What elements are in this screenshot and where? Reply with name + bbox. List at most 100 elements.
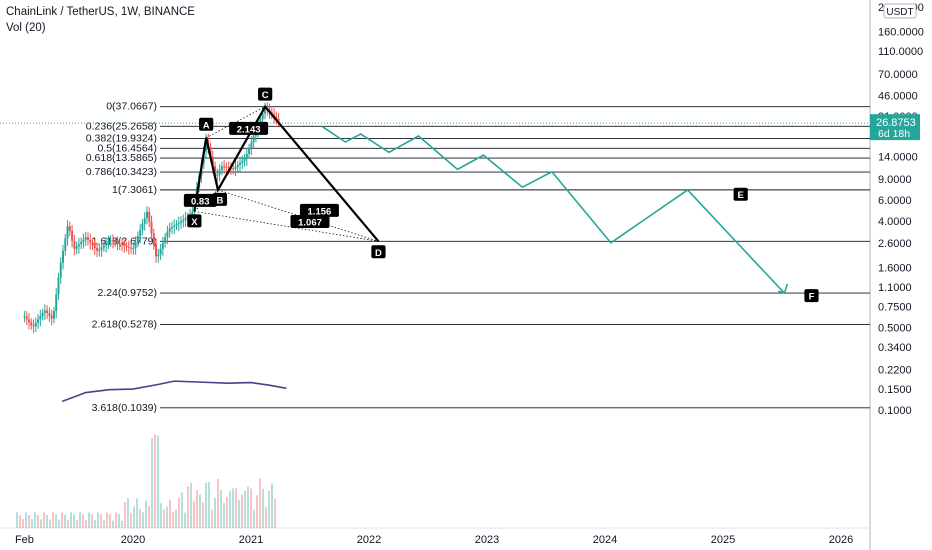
candle-body bbox=[216, 174, 219, 176]
candle-body bbox=[177, 222, 180, 225]
volume-bar bbox=[232, 488, 234, 528]
candle-body bbox=[109, 240, 112, 242]
volume-bar bbox=[37, 515, 39, 528]
volume-bar bbox=[154, 434, 156, 528]
time-tick-label: 2022 bbox=[357, 534, 381, 546]
volume-bar bbox=[115, 512, 117, 528]
candle-body bbox=[234, 166, 237, 169]
candle-body bbox=[43, 310, 46, 313]
fib-level-label: 2.24(0.9752) bbox=[97, 287, 157, 299]
candle-body bbox=[89, 239, 92, 243]
candle-body bbox=[277, 118, 280, 122]
volume-bar bbox=[31, 519, 33, 528]
candle-body bbox=[220, 166, 223, 171]
currency-badge-label: USDT bbox=[886, 7, 913, 18]
volume-bar bbox=[205, 482, 207, 528]
volume-bar bbox=[217, 478, 219, 528]
volume-bar bbox=[175, 509, 177, 528]
volume-bar bbox=[160, 503, 162, 528]
volume-bar bbox=[271, 483, 273, 528]
candle-body bbox=[66, 226, 69, 239]
last-price-box bbox=[870, 114, 920, 141]
candle-body bbox=[155, 244, 158, 257]
volume-bar bbox=[202, 502, 204, 528]
candle-body bbox=[218, 170, 221, 175]
pattern-point-label-text: B bbox=[217, 195, 224, 206]
volume-bar bbox=[79, 512, 81, 528]
currency-badge: USDT bbox=[883, 3, 917, 19]
price-tick-label: 2.6000 bbox=[878, 238, 912, 250]
candle-body bbox=[125, 245, 128, 247]
candle-body bbox=[239, 162, 242, 165]
pattern-point-label-text: C bbox=[262, 90, 269, 101]
volume-bar bbox=[64, 514, 66, 528]
volume-bar bbox=[268, 491, 270, 528]
volume-bar bbox=[238, 500, 240, 528]
projection-point-label-box bbox=[733, 187, 748, 201]
pattern-ratio-label-text: 1.156 bbox=[308, 206, 332, 217]
volume-bar bbox=[163, 509, 165, 528]
pattern-point-label: C bbox=[258, 87, 273, 101]
candle-body bbox=[273, 114, 276, 117]
candle-body bbox=[252, 136, 255, 143]
candle-body bbox=[243, 158, 246, 161]
candle-body bbox=[111, 240, 114, 242]
projection-point-label-text: F bbox=[809, 292, 815, 303]
candle-body bbox=[232, 168, 235, 170]
volume-bar bbox=[91, 514, 93, 528]
candle-body bbox=[73, 240, 76, 249]
candle-body bbox=[275, 116, 278, 119]
volume-bar bbox=[40, 519, 42, 528]
candle-body bbox=[143, 217, 146, 224]
volume-bar bbox=[184, 512, 186, 528]
candle-body bbox=[182, 219, 185, 222]
candle-body bbox=[150, 221, 153, 234]
time-tick-label: 2024 bbox=[593, 534, 617, 546]
candle-body bbox=[30, 322, 33, 326]
candle-body bbox=[223, 166, 226, 168]
volume-bar bbox=[25, 512, 27, 528]
volume-bar bbox=[100, 514, 102, 528]
volume-bar bbox=[22, 518, 24, 528]
candle-body bbox=[225, 166, 228, 168]
fib-level-label: 0.5(16.4564) bbox=[97, 142, 157, 154]
candle-body bbox=[180, 221, 183, 223]
chart-legend: ChainLink / TetherUS, 1W, BINANCE Vol (2… bbox=[6, 4, 195, 36]
volume-bar bbox=[28, 515, 30, 528]
volume-bar bbox=[178, 497, 180, 528]
price-tick-label: 0.3400 bbox=[878, 342, 912, 354]
pattern-point-label-text: X bbox=[191, 217, 198, 228]
fib-level-label: 1(7.3061) bbox=[112, 184, 157, 196]
price-tick-label: 110.0000 bbox=[878, 46, 923, 58]
price-tick-label: 160.0000 bbox=[878, 27, 924, 39]
volume-bar bbox=[82, 514, 84, 528]
candle-body bbox=[121, 244, 124, 246]
fib-level-label: 3.618(0.1039) bbox=[92, 402, 157, 414]
candle-body bbox=[107, 240, 110, 244]
candle-body bbox=[141, 223, 144, 231]
volume-bar bbox=[88, 512, 90, 528]
price-tick-label: 0.2200 bbox=[878, 364, 912, 376]
projection-path bbox=[321, 125, 785, 294]
candle-body bbox=[248, 148, 251, 154]
volume-bar bbox=[208, 482, 210, 528]
volume-bar bbox=[52, 512, 54, 528]
fib-retracement: 0(37.0667)0.236(25.2658)0.382(19.9324)0.… bbox=[86, 101, 870, 414]
pattern-ratio-line bbox=[205, 106, 266, 139]
candle-body bbox=[82, 239, 85, 242]
pattern-ratio-label: 0.83 bbox=[183, 193, 217, 207]
volume-bar bbox=[49, 519, 51, 528]
volume-bars bbox=[16, 434, 276, 528]
candle-body bbox=[166, 231, 169, 238]
volume-bar bbox=[19, 515, 21, 528]
projection-point-label: F bbox=[804, 289, 819, 303]
pattern-ratio-label-box bbox=[183, 193, 217, 207]
pattern-ratio-label-box bbox=[290, 215, 330, 229]
volume-indicator-label: Vol (20) bbox=[6, 22, 46, 34]
pattern-ratio-label: 1.156 bbox=[299, 203, 339, 217]
candle-body bbox=[75, 246, 78, 249]
price-tick-label: 70.0000 bbox=[878, 69, 918, 81]
volume-bar bbox=[190, 482, 192, 528]
